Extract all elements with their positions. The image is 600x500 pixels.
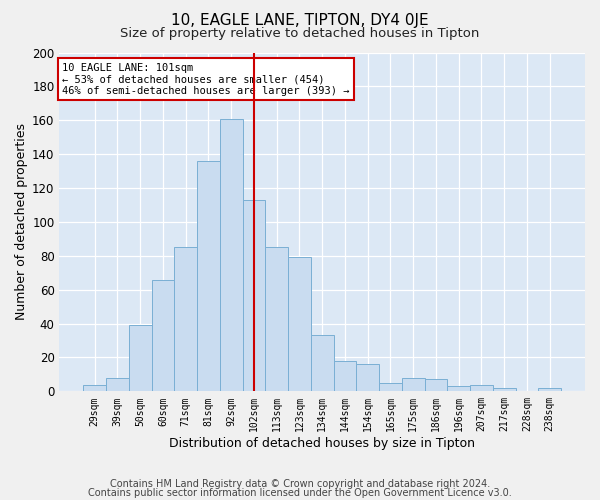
Bar [425,380,448,392]
Text: Contains HM Land Registry data © Crown copyright and database right 2024.: Contains HM Land Registry data © Crown c… [110,479,490,489]
Text: 10 EAGLE LANE: 101sqm
← 53% of detached houses are smaller (454)
46% of semi-det: 10 EAGLE LANE: 101sqm ← 53% of detached … [62,62,350,96]
Text: Size of property relative to detached houses in Tipton: Size of property relative to detached ho… [121,28,479,40]
Bar [311,336,334,392]
Bar [538,388,561,392]
X-axis label: Distribution of detached houses by size in Tipton: Distribution of detached houses by size … [169,437,475,450]
Bar [402,378,425,392]
Bar [448,386,470,392]
Bar [334,361,356,392]
Bar [152,280,175,392]
Bar [242,200,265,392]
Bar [470,384,493,392]
Bar [106,378,129,392]
Bar [356,364,379,392]
Bar [379,383,402,392]
Bar [175,248,197,392]
Bar [265,248,288,392]
Y-axis label: Number of detached properties: Number of detached properties [15,124,28,320]
Bar [493,388,515,392]
Bar [220,118,242,392]
Bar [288,258,311,392]
Bar [83,384,106,392]
Text: Contains public sector information licensed under the Open Government Licence v3: Contains public sector information licen… [88,488,512,498]
Text: 10, EAGLE LANE, TIPTON, DY4 0JE: 10, EAGLE LANE, TIPTON, DY4 0JE [171,12,429,28]
Bar [129,326,152,392]
Bar [197,161,220,392]
